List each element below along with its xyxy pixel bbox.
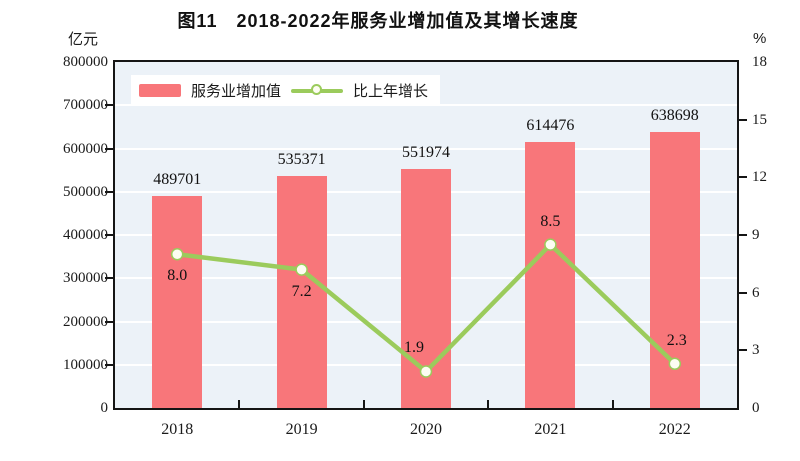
y-left-tick: [105, 363, 113, 366]
legend-line-dot: [311, 84, 323, 95]
bar-2021: [525, 142, 576, 408]
point-label-2021: 8.5: [540, 212, 561, 230]
point-label-2020: 1.9: [404, 339, 424, 357]
y-right-tick-label: 9: [752, 227, 760, 243]
x-tick-label-2022: 2022: [658, 421, 691, 438]
left-axis-unit-label: 亿元: [67, 31, 98, 48]
x-tick-label-2018: 2018: [161, 421, 194, 438]
legend-label-bar-series: 服务业增加值: [191, 83, 282, 100]
y-right-tick-label: 0: [752, 400, 760, 416]
x-axis-tick: [362, 400, 365, 408]
y-left-tick-label: 300000: [63, 270, 108, 287]
y-left-tick: [105, 234, 113, 236]
bar-2018: [152, 196, 203, 408]
x-axis-tick: [611, 400, 614, 408]
y-right-tick: [739, 291, 747, 294]
right-axis-unit-label: %: [753, 30, 767, 47]
bar-2022: [649, 131, 700, 408]
y-right-tick: [739, 176, 747, 179]
y-left-tick-label: 100000: [63, 356, 108, 373]
y-left-tick-label: 700000: [63, 97, 108, 114]
y-right-tick: [739, 349, 747, 352]
point-label-2019: 7.2: [291, 282, 312, 300]
x-axis-tick: [238, 400, 241, 408]
chart-title: 图11 2018-2022年服务业增加值及其增长速度: [177, 11, 579, 31]
y-left-tick: [105, 320, 113, 323]
point-label-2018: 8.0: [167, 267, 188, 285]
y-left-tick: [105, 104, 113, 107]
bar-value-label-2018: 489701: [153, 171, 202, 189]
y-left-tick-label: 800000: [63, 54, 108, 70]
x-tick-label-2019: 2019: [285, 421, 318, 438]
y-right-tick-label: 18: [752, 54, 767, 70]
y-right-tick-label: 12: [752, 169, 767, 186]
bar-series-swatch-icon: [139, 84, 181, 97]
y-left-tick-label: 400000: [63, 227, 108, 243]
x-tick-label-2021: 2021: [534, 421, 567, 438]
y-left-tick-label: 200000: [63, 313, 108, 330]
bar-2020: [401, 169, 451, 408]
gridline: [115, 147, 737, 150]
bar-value-label-2021: 614476: [526, 117, 575, 135]
y-left-tick-label: 500000: [63, 183, 108, 200]
y-right-tick-label: 15: [752, 111, 767, 128]
legend: 服务业增加值 比上年增长: [131, 75, 441, 106]
x-axis-tick: [487, 400, 490, 408]
x-tick-label-2020: 2020: [410, 421, 442, 438]
y-left-tick: [105, 147, 113, 150]
y-left-tick-label: 600000: [63, 140, 108, 157]
bar-value-label-2019: 535371: [277, 151, 326, 169]
y-right-tick-label: 6: [752, 284, 760, 301]
line-series-marker-icon: [291, 84, 344, 97]
point-label-2022: 2.3: [666, 331, 687, 349]
y-left-tick-label: 0: [100, 400, 109, 416]
y-left-tick: [105, 277, 113, 280]
y-right-tick-label: 3: [752, 342, 760, 359]
y-right-tick: [739, 234, 747, 236]
bar-value-label-2020: 551974: [402, 144, 450, 162]
y-left-tick: [105, 190, 113, 193]
y-right-tick: [739, 118, 747, 121]
bar-value-label-2022: 638698: [650, 106, 699, 124]
legend-label-line-series: 比上年增长: [353, 83, 429, 100]
